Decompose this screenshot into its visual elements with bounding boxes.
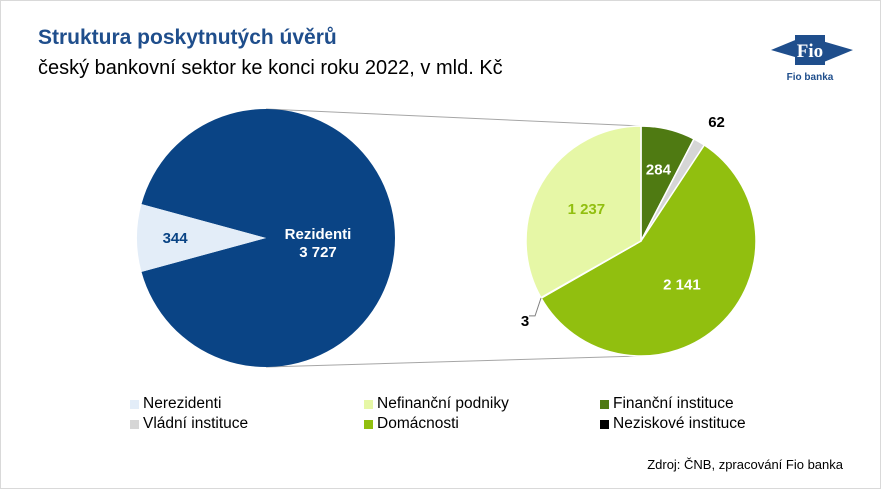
detail-pie	[525, 125, 757, 357]
legend-label: Nerezidenti	[143, 395, 222, 412]
connector-lines	[265, 108, 642, 368]
legend-swatch	[364, 399, 373, 409]
data-label-vladni-instituce: 62	[708, 114, 725, 131]
legend-swatch	[130, 419, 139, 429]
legend-label: Domácnosti	[377, 415, 459, 432]
connector-line-top	[265, 108, 642, 127]
data-label-rezidenti-line: Rezidenti	[285, 226, 352, 243]
legend-label: Nefinanční podniky	[377, 395, 509, 412]
slice-nefinancni-podniky	[525, 125, 642, 299]
chart-title: Struktura poskytnutých úvěrů	[38, 26, 337, 49]
fio-logo: Fio Fio banka	[771, 35, 853, 83]
legend-swatch	[600, 399, 609, 409]
data-label-neziskove-instituce: 3	[521, 313, 529, 330]
chart-subtitle: český bankovní sektor ke konci roku 2022…	[38, 57, 503, 79]
data-label-nerezidenti: 344	[163, 230, 189, 247]
legend-item-domacnosti: Domácnosti	[364, 415, 459, 433]
data-label-nefinancni-podniky: 1 237	[568, 201, 606, 218]
logo-caption: Fio banka	[787, 72, 834, 83]
legend-label: Vládní instituce	[143, 415, 249, 432]
legend-item-financni-instituce: Finanční instituce	[600, 395, 734, 413]
data-label-domacnosti: 2 141	[663, 277, 701, 294]
data-label-rezidenti-line: 3 727	[299, 244, 337, 261]
logo-brand-text: Fio	[797, 41, 823, 62]
leader-line-neziskove-instituce	[529, 297, 542, 317]
data-labels: 344 Rezidenti 3 727 284 62 2 141 3 1 237	[163, 114, 725, 330]
slice-nerezidenti	[137, 204, 266, 272]
legend-item-vladni-instituce: Vládní instituce	[130, 415, 248, 433]
legend-item-neziskove-instituce: Neziskové instituce	[600, 415, 746, 433]
legend-swatch	[600, 419, 609, 429]
legend-item-nefinancni-podniky: Nefinanční podniky	[364, 395, 509, 413]
data-label-financni-instituce: 284	[646, 161, 672, 178]
connector-line-bottom	[265, 355, 642, 368]
legend-label: Neziskové instituce	[613, 415, 746, 432]
legend-swatch	[130, 399, 139, 409]
data-label-rezidenti: Rezidenti 3 727	[285, 226, 352, 261]
slice-domacnosti	[540, 143, 757, 357]
logo-box	[795, 35, 825, 65]
slice-rezidenti	[141, 108, 396, 368]
source-note: Zdroj: ČNB, zpracování Fio banka	[647, 457, 843, 472]
main-pie	[137, 108, 396, 368]
legend-label: Finanční instituce	[613, 395, 734, 412]
legend-item-nerezidenti: Nerezidenti	[130, 395, 221, 413]
legend-swatch	[364, 419, 373, 429]
